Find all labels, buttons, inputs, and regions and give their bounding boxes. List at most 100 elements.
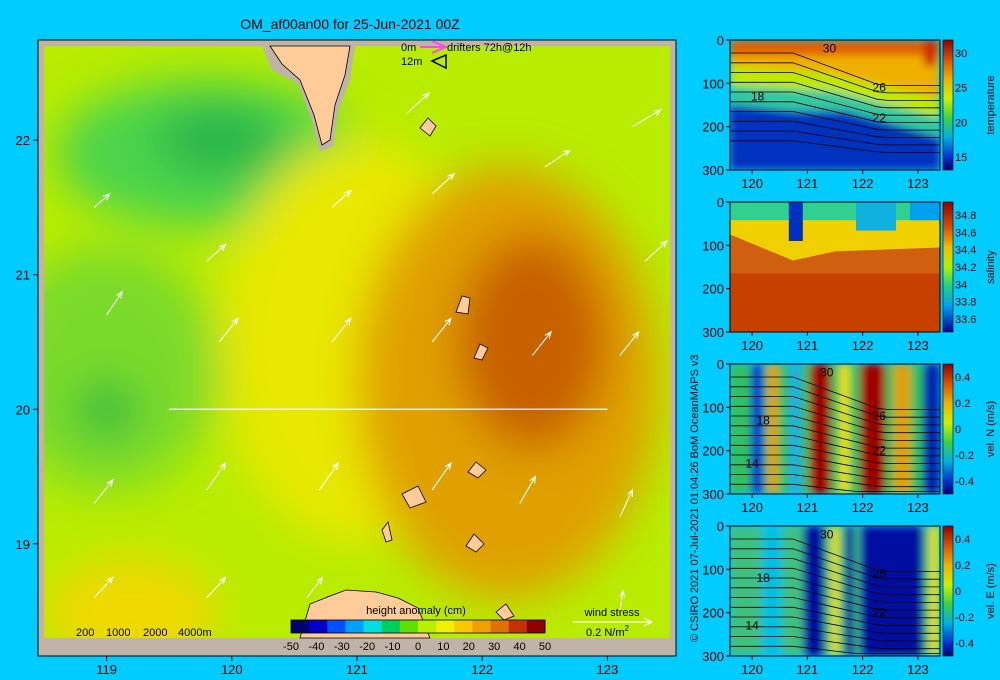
section-ylabel: vel. N (m/s) <box>985 401 997 457</box>
section-y-tick-label: 200 <box>702 606 724 621</box>
depth-label-1000: 1000 <box>106 627 130 639</box>
section-x-tick-label: 123 <box>907 500 929 515</box>
map-panel: 0m 12m drifters 72h@12h 200 1000 2000 40… <box>16 39 677 677</box>
map-y-axis: 19 20 21 22 <box>16 133 38 552</box>
credit-text: © CSIRO 2021 07-Jul-2021 01:04:26 BoM Oc… <box>689 354 701 642</box>
ssh-colorbar-tick: -20 <box>359 641 375 653</box>
section-temperature-field <box>730 40 940 170</box>
section-salinity: 120 121 122 123010020030034.834.634.434.234… <box>702 195 997 353</box>
contour-label: 26 <box>873 409 887 423</box>
wind-arrow <box>619 330 640 356</box>
wind-arrow <box>218 317 239 343</box>
contour-line <box>730 386 940 418</box>
ssh-colorbar-cell <box>399 620 419 633</box>
section-y-tick-label: 0 <box>717 357 724 372</box>
section-colorbar: 0.4 0.2 0 -0.2 -0.4 vel. E (m/s) <box>942 525 997 657</box>
section-x-tick-label: 123 <box>907 338 929 353</box>
land-islet-s <box>495 603 515 621</box>
drifter-legend: 0m 12m drifters 72h@12h <box>401 40 532 70</box>
ssh-colorbar-cell <box>454 620 473 633</box>
contour-label: 18 <box>756 413 770 427</box>
ssh-colorbar-cell <box>327 620 346 633</box>
section-y-tick-label: 100 <box>702 400 724 415</box>
wind-arrow <box>206 243 227 262</box>
map-x-axis: 119 120 121 122 123 <box>96 656 618 677</box>
ssh-region-sw-yellow <box>44 557 220 638</box>
land-island-3 <box>473 343 489 361</box>
ssh-colorbar-tick: -50 <box>283 641 299 653</box>
wind-arrow <box>531 330 552 356</box>
section-ylabel: vel. E (m/s) <box>985 563 997 619</box>
map-x-tick-label: 123 <box>597 662 619 677</box>
section-x-tick-label: 121 <box>797 176 819 191</box>
ssh-field <box>44 46 670 638</box>
section-colorbar-tick: -0.4 <box>955 638 974 650</box>
section-colorbar: 30 25 20 15 temperature <box>942 39 997 171</box>
section-colorbar: 0.4 0.2 0 -0.2 -0.4 vel. N (m/s) <box>942 363 997 495</box>
section-vel-n: 30 18 14 26 22 120 121 122 123 0 100 200 300 0.4 0.2 0 -… <box>702 357 997 515</box>
section-y-tick-label: 300 <box>702 325 724 340</box>
contour-label: 30 <box>823 42 837 56</box>
section-x-tick-label: 120 <box>741 662 763 677</box>
contour-line <box>730 444 940 464</box>
contour-line <box>730 645 940 654</box>
contour-line <box>730 425 940 449</box>
wind-stress-title: wind stress <box>583 607 640 619</box>
ssh-colorbar-tick: 10 <box>437 641 449 653</box>
wind-arrow <box>318 461 340 491</box>
section-y-tick-label: 200 <box>702 444 724 459</box>
section-colorbar-tick: 30 <box>955 48 967 60</box>
wind-arrow <box>644 240 668 262</box>
contour-label: 26 <box>873 567 887 581</box>
ssh-colorbar-title: height anomaly (cm) <box>366 605 466 617</box>
contour-line <box>730 101 940 123</box>
wind-arrow <box>331 317 352 343</box>
wind-arrow <box>331 189 352 208</box>
wind-arrow <box>93 576 114 599</box>
ssh-colorbar-tick: -10 <box>385 641 401 653</box>
section-x-tick-label: 121 <box>797 500 819 515</box>
ssh-colorbar-cell <box>381 620 401 633</box>
ssh-colorbar-cell <box>490 620 510 633</box>
section-vel-e: 30 18 14 26 22 120 121 122 123 0 100 200 300 0.4 0.2 0 -… <box>702 519 997 677</box>
section-x-tick-label: 122 <box>852 500 874 515</box>
section-colorbar-tick: 20 <box>955 117 967 129</box>
ssh-region-w-green-dark <box>75 382 138 437</box>
drifter-legend-black-icon <box>430 53 447 70</box>
contour-line <box>730 483 940 492</box>
ssh-colorbar-cell <box>508 620 528 633</box>
drifter-label-12m: 12m <box>401 56 422 68</box>
wind-arrow <box>618 589 626 612</box>
contour-line <box>730 474 940 488</box>
section-colorbar-bar <box>942 363 954 495</box>
map-y-tick-label: 19 <box>16 537 30 552</box>
ssh-colorbar-tick: -40 <box>308 641 324 653</box>
contour-line <box>730 567 940 596</box>
ssh-region-ne-dark <box>156 106 282 174</box>
section-x-tick-label: 121 <box>797 338 819 353</box>
ssh-colorbar-tick: 30 <box>488 641 500 653</box>
map-x-tick-label: 119 <box>96 662 117 677</box>
section-x-tick-label: 122 <box>852 662 874 677</box>
wind-arrows <box>93 92 668 612</box>
section-colorbar-tick: -0.2 <box>955 450 974 462</box>
section-x-tick-label: 123 <box>907 176 929 191</box>
section-frame <box>729 39 941 171</box>
section-ylabel: temperature <box>985 75 997 134</box>
contour-line <box>730 464 940 480</box>
ssh-colorbar-cell <box>363 620 383 633</box>
section-frame <box>729 525 941 657</box>
ssh-colorbar: height anomaly (cm) -50 -40 -30 -20 -10 0 10 20… <box>283 605 551 653</box>
section-y-tick-label: 100 <box>702 76 724 91</box>
contour-line <box>730 415 940 441</box>
ssh-colorbar-border <box>290 619 546 634</box>
wind-arrow <box>431 172 456 195</box>
section-colorbar-tick: -0.4 <box>955 476 974 488</box>
contour-line <box>730 140 940 153</box>
contour-line <box>730 405 940 434</box>
section-x-tick-label: 122 <box>852 176 874 191</box>
land-island-7 <box>381 521 393 543</box>
depth-label-200: 200 <box>76 627 94 639</box>
